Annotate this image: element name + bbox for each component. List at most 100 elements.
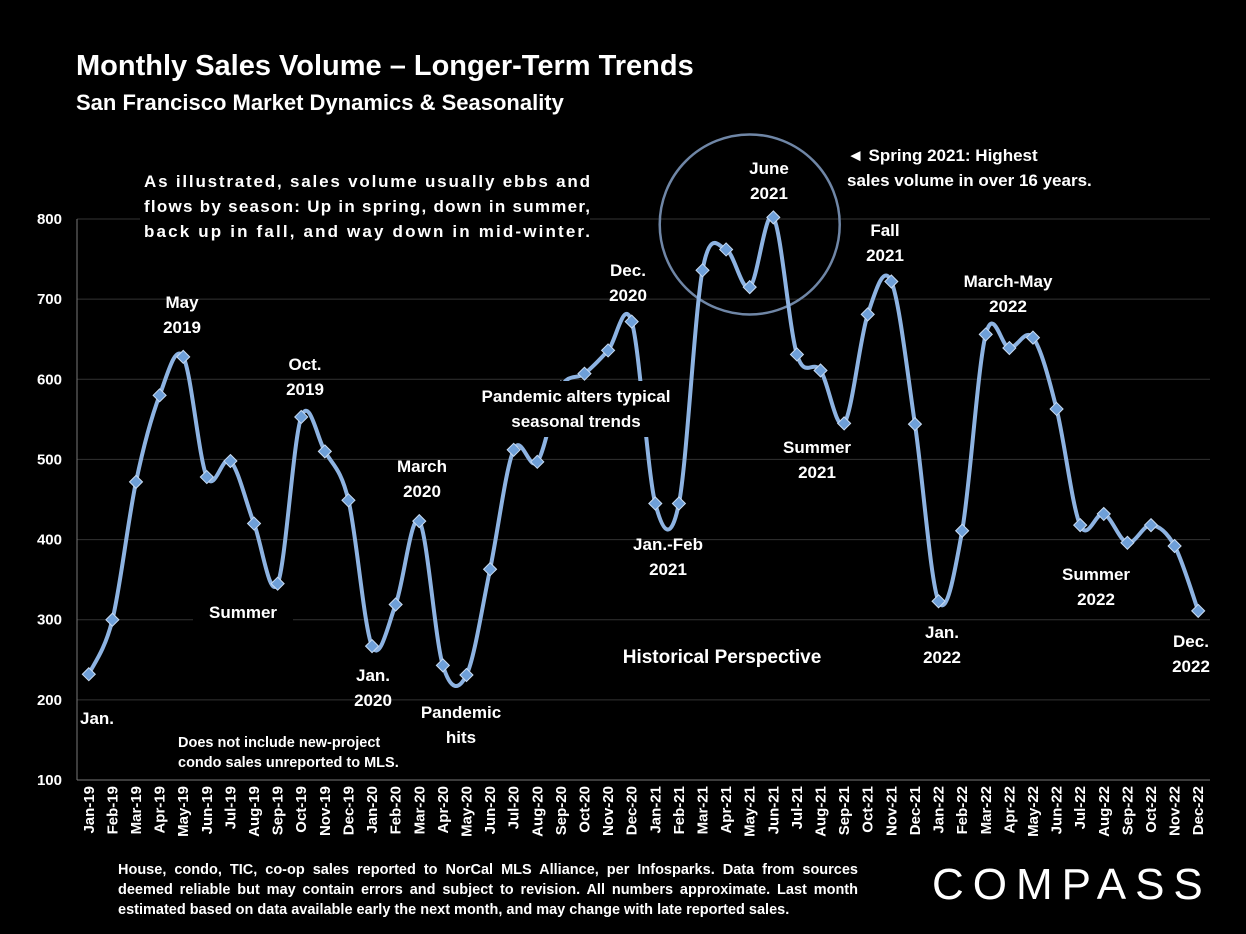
- x-tick-label: Jul-21: [789, 786, 806, 829]
- x-tick-label: Sep-19: [270, 786, 287, 835]
- y-tick-label: 500: [37, 451, 62, 468]
- x-tick-label: Aug-19: [246, 786, 263, 837]
- chart-annotation: June: [749, 159, 789, 178]
- x-tick-label: Dec-19: [340, 786, 357, 835]
- chart-annotation: 2021: [866, 246, 904, 265]
- data-point: [223, 453, 238, 469]
- x-tick-label: May-21: [742, 786, 759, 837]
- data-point: [1167, 538, 1182, 554]
- data-point: [530, 454, 545, 470]
- x-tick-label: Apr-22: [1001, 786, 1018, 834]
- x-tick-label: Sep-22: [1119, 786, 1136, 835]
- data-point: [789, 347, 805, 362]
- x-tick-label: Apr-21: [718, 786, 735, 834]
- annotation-background: [140, 166, 590, 247]
- x-tick-label: Sep-20: [553, 786, 570, 835]
- data-point: [813, 363, 828, 378]
- x-tick-label: Dec-21: [907, 786, 924, 835]
- data-point: [907, 416, 923, 432]
- chart-annotation: 2020: [403, 482, 441, 501]
- x-tick-label: Apr-20: [435, 786, 452, 834]
- data-point: [1025, 330, 1041, 345]
- x-tick-label: Feb-22: [954, 786, 971, 834]
- x-tick-label: Jul-22: [1072, 786, 1089, 829]
- x-tick-label: Jul-20: [506, 786, 523, 829]
- chart-annotation: Oct.: [288, 355, 321, 374]
- data-point: [176, 349, 191, 365]
- data-point: [718, 242, 734, 257]
- chart-annotation: Jan.: [356, 666, 390, 685]
- data-point: [860, 307, 875, 322]
- chart-annotation: 2019: [286, 380, 324, 399]
- chart-annotation: 2022: [1172, 657, 1210, 676]
- chart-annotation: Pandemic alters typical: [482, 387, 671, 406]
- chart-annotation: ◄ Spring 2021: Highest: [847, 146, 1038, 165]
- x-tick-label: Nov-22: [1167, 786, 1184, 836]
- x-tick-label: Nov-19: [317, 786, 334, 836]
- x-tick-label: Dec-22: [1190, 786, 1207, 835]
- x-tick-label: Mar-20: [411, 786, 428, 834]
- x-tick-label: Jun-21: [765, 786, 782, 834]
- chart-annotation: back up in fall, and way down in mid-win…: [144, 222, 590, 241]
- chart-annotation: Summer: [783, 438, 851, 457]
- x-tick-label: May-19: [175, 786, 192, 837]
- x-tick-label: Feb-21: [671, 786, 688, 834]
- chart-annotation: seasonal trends: [511, 412, 640, 431]
- chart-annotation: flows by season: Up in spring, down in s…: [144, 197, 590, 216]
- data-point: [836, 416, 852, 431]
- data-point: [766, 210, 781, 225]
- x-tick-label: Feb-20: [388, 786, 405, 834]
- y-tick-label: 600: [37, 371, 62, 388]
- data-point: [412, 513, 427, 529]
- data-point: [388, 597, 403, 612]
- x-tick-label: Oct-20: [576, 786, 593, 833]
- data-point: [624, 314, 639, 329]
- y-tick-label: 800: [37, 211, 62, 228]
- x-tick-label: May-20: [458, 786, 475, 837]
- data-point: [152, 388, 167, 403]
- data-point: [884, 274, 899, 289]
- x-tick-label: Jan-20: [364, 786, 381, 834]
- data-point: [270, 576, 285, 591]
- chart-annotation: 2020: [354, 691, 392, 710]
- chart-annotation: March: [397, 457, 447, 476]
- chart-annotation: May: [165, 293, 199, 312]
- chart-annotation: As illustrated, sales volume usually ebb…: [144, 172, 590, 191]
- data-point: [1002, 340, 1017, 356]
- x-tick-label: Nov-21: [883, 786, 900, 836]
- chart-annotation: 2021: [798, 463, 836, 482]
- x-tick-label: Oct-21: [860, 786, 877, 833]
- chart-title: Monthly Sales Volume – Longer-Term Trend…: [76, 50, 694, 82]
- chart-annotation: Summer: [1062, 565, 1130, 584]
- chart-annotation: hits: [446, 728, 476, 747]
- y-tick-label: 300: [37, 612, 62, 629]
- chart-annotation: Summer: [209, 603, 277, 622]
- y-tick-label: 100: [37, 772, 62, 789]
- chart-annotation: Pandemic: [421, 703, 501, 722]
- data-point: [695, 263, 710, 278]
- data-point: [364, 638, 380, 654]
- x-tick-label: May-22: [1025, 786, 1042, 837]
- chart-annotation: 2021: [750, 184, 788, 203]
- x-tick-label: Oct-19: [293, 786, 310, 833]
- highlight-circle: [658, 133, 841, 316]
- x-tick-label: Feb-19: [104, 786, 121, 834]
- data-point: [931, 594, 946, 609]
- data-point: [81, 667, 97, 682]
- chart-annotation: condo sales unreported to MLS.: [178, 755, 399, 771]
- x-tick-label: Nov-20: [600, 786, 617, 836]
- data-point: [577, 366, 592, 381]
- data-point: [742, 279, 757, 295]
- x-tick-label: Mar-22: [978, 786, 995, 834]
- chart-annotation: Fall: [870, 221, 899, 240]
- x-tick-label: Jan-21: [647, 786, 664, 834]
- source-footnote: House, condo, TIC, co-op sales reported …: [118, 862, 858, 918]
- data-point: [1072, 517, 1088, 533]
- data-point: [1190, 603, 1206, 619]
- data-point: [600, 343, 616, 358]
- chart-annotation: Jan.: [80, 709, 114, 728]
- x-tick-label: Mar-21: [695, 786, 712, 834]
- annotation-background: [471, 381, 681, 437]
- data-point: [954, 523, 970, 538]
